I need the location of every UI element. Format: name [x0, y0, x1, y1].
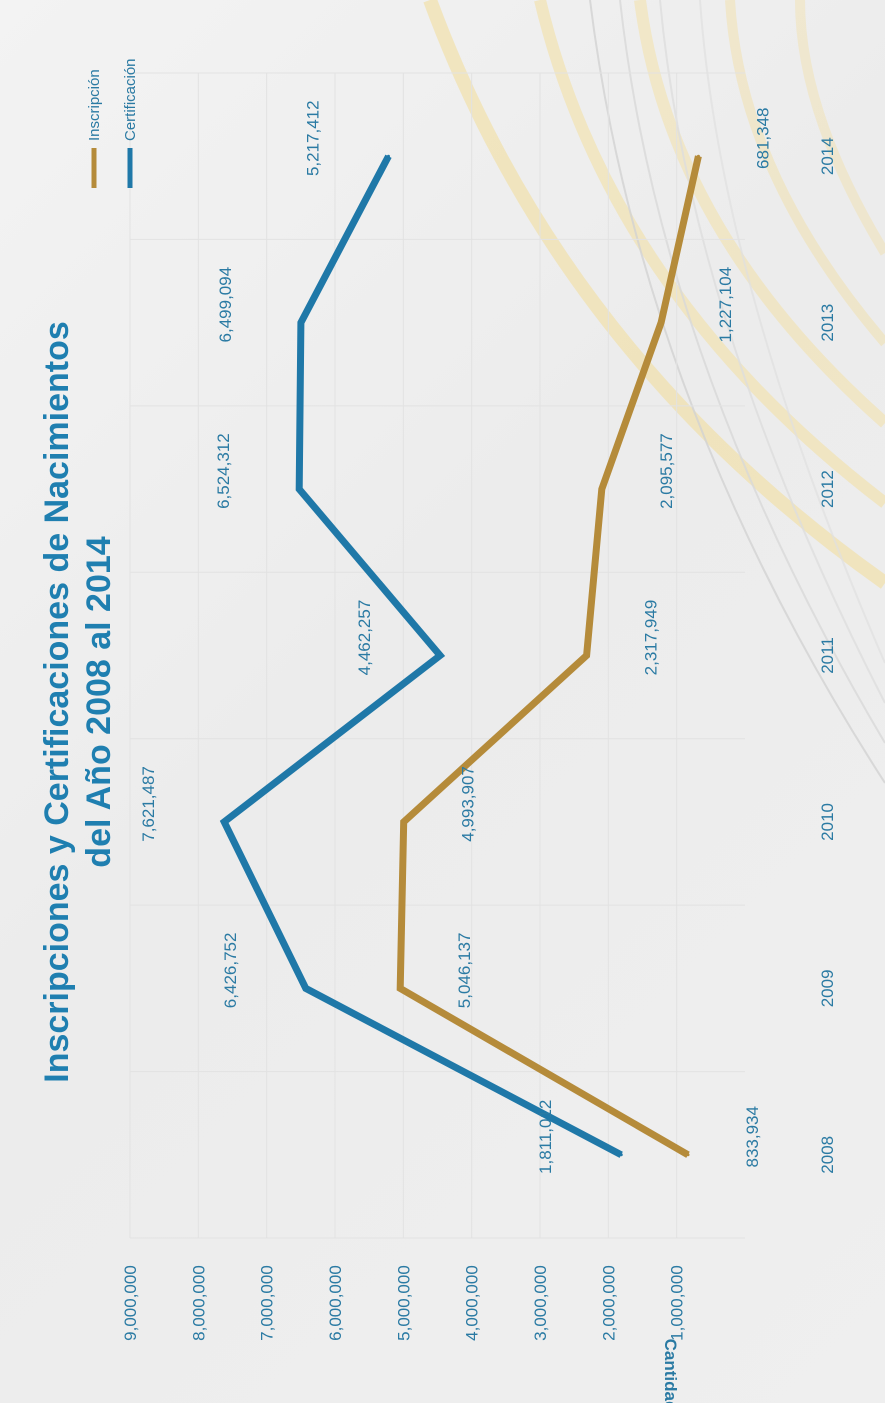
y-tick-label: 5,000,000 — [394, 1265, 413, 1341]
y-tick-label: 3,000,000 — [531, 1265, 550, 1341]
data-label: 833,934 — [743, 1106, 762, 1167]
legend-label: Inscripción — [86, 69, 103, 141]
chart-legend: Certificación Inscripción — [86, 58, 139, 188]
data-label: 2,095,577 — [657, 433, 676, 509]
data-point — [585, 654, 589, 657]
y-tick-label: 6,000,000 — [326, 1265, 345, 1341]
data-point — [398, 986, 402, 990]
x-tick-label: 2008 — [818, 1136, 837, 1174]
y-tick-label: 4,000,000 — [463, 1265, 482, 1341]
data-point — [386, 154, 390, 158]
data-label: 7,621,487 — [139, 766, 158, 842]
data-label: 1,811,012 — [536, 1100, 555, 1174]
data-point — [686, 1153, 690, 1157]
x-tick-label: 2011 — [818, 637, 837, 674]
y-tick-label: 9,000,000 — [121, 1265, 140, 1341]
data-point — [402, 820, 406, 824]
data-point — [619, 1153, 623, 1157]
data-label: 681,348 — [753, 107, 772, 168]
data-label: 6,524,312 — [214, 433, 233, 509]
x-tick-label: 2013 — [818, 304, 837, 342]
data-label: 1,227,104 — [716, 267, 735, 343]
x-tick-label: 2014 — [818, 137, 837, 175]
data-label: 6,426,752 — [221, 933, 240, 1009]
data-point — [659, 321, 663, 325]
data-label: 5,046,137 — [455, 933, 474, 1009]
data-point — [438, 654, 442, 657]
chart-title-line-1: Inscripciones y Certificaciones de Nacim… — [38, 321, 76, 1083]
data-point — [304, 986, 308, 990]
series-layer — [219, 154, 702, 1158]
x-tick-label: 2012 — [818, 470, 837, 508]
y-tick-label: 2,000,000 — [599, 1265, 618, 1341]
data-label: 2,317,949 — [642, 600, 661, 676]
axis-labels: 1,000,000 2,000,000 3,000,000 4,000,000 5,00… — [121, 137, 837, 1341]
chart-title-line-2: del Año 2008 al 2014 — [80, 536, 118, 867]
data-point — [299, 321, 303, 325]
data-labels: 1,811,012 6,426,752 7,621,487 4,462,257 6,52… — [139, 100, 772, 1174]
y-tick-label: 7,000,000 — [258, 1265, 277, 1341]
x-tick-label: 2009 — [818, 969, 837, 1007]
x-tick-label: 2010 — [818, 803, 837, 841]
data-point — [696, 154, 700, 158]
data-label: 4,462,257 — [355, 600, 374, 676]
y-tick-label: 8,000,000 — [189, 1265, 208, 1341]
chart-grid — [129, 72, 745, 1239]
legend-label: Certificación — [122, 58, 139, 141]
y-tick-label: 1,000,000 — [668, 1265, 687, 1341]
data-point — [600, 487, 604, 491]
data-point — [297, 487, 301, 491]
data-label: 4,993,907 — [459, 766, 478, 842]
data-label: 6,499,094 — [216, 267, 235, 343]
data-label: 5,217,412 — [303, 100, 322, 176]
data-point — [222, 820, 226, 824]
y-axis-label: Cantidad — [661, 1339, 680, 1403]
